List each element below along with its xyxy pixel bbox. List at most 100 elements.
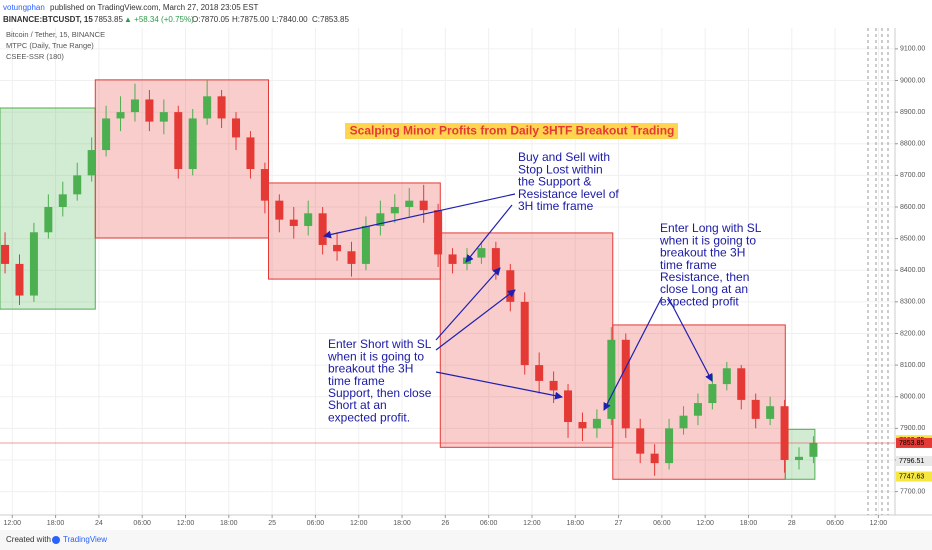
candle-body [506,270,515,302]
annotation-line: Enter Short with SL [328,337,432,351]
price-tag [896,456,932,467]
x-tick-label: 18:00 [220,520,238,527]
change: ▲ +58.34 (+0.75%) [124,15,194,24]
candle-body [304,213,313,226]
annotation-line: Enter Long with SL [660,221,762,235]
candles [1,80,818,476]
x-tick-label: 12:00 [177,520,195,527]
x-tick-label: 06:00 [653,520,671,527]
candle-body [260,169,269,201]
annotation-line: time frame [328,374,385,388]
legend-item: MTPC (Daily, True Range) [6,41,94,50]
x-tick-label: 12:00 [696,520,714,527]
y-tick-label: 8500.00 [900,235,925,242]
candle-body [246,137,255,170]
candle-body [333,244,342,252]
y-tick-label: 7700.00 [900,488,925,495]
axes: 7700.007800.007900.008000.008100.008200.… [0,46,932,527]
x-tick-label: 06:00 [480,520,498,527]
annotation-line: Resistance, then [660,270,749,284]
candle-body [621,339,630,429]
y-tick-label: 8400.00 [900,267,925,274]
candle-body [1,244,10,264]
annotation-line: breakout the 3H [328,362,413,376]
annotation-line: 3H time frame [518,199,594,213]
price-tag [896,437,932,448]
candle-body [564,390,573,423]
arrows [323,193,713,411]
candle-body [73,175,82,195]
y-tick-label: 8700.00 [900,172,925,179]
x-tick-label: 25 [268,520,276,527]
x-tick-label: 06:00 [826,520,844,527]
price-tag-label: 7796.51 [899,458,924,465]
symbol: BINANCE:BTCUSDT, 15 [3,15,93,24]
candle-body [737,368,746,400]
y-tick-label: 8100.00 [900,362,925,369]
y-tick-label: 9100.00 [900,46,925,53]
ohlc-open: O:7870.05 [192,15,230,24]
x-tick-label: 27 [615,520,623,527]
candle-body [419,200,428,211]
annotation-line: Stop Lost within [518,162,603,176]
candle-body [203,96,212,119]
candle-body [361,225,370,264]
x-tick-label: 18:00 [740,520,758,527]
x-tick-label: 06:00 [133,520,151,527]
candle-body [289,219,298,226]
x-tick-label: 12:00 [4,520,22,527]
candle-body [607,339,616,419]
candle-body [44,206,53,233]
candle-body [578,422,587,429]
x-tick-label: 24 [95,520,103,527]
annotation-line: when it is going to [327,349,424,363]
footer-brand: TradingView [63,535,107,544]
annotation-line: Short at an [328,398,387,412]
legend-item: Bitcoin / Tether, 15, BINANCE [6,30,105,39]
candle-body [376,213,385,226]
ohlc-close: C:7853.85 [312,15,349,24]
annotation-line: close Long at an [660,282,748,296]
zones [0,79,816,480]
annotation-line: when it is going to [659,233,756,247]
candle-body [275,200,284,220]
candle-body [650,453,659,464]
candle-body [809,442,818,457]
x-tick-label: 26 [441,520,449,527]
candle-body [722,368,731,385]
annotation-line: the Support & [518,175,591,189]
annotation-line: breakout the 3H [660,246,745,260]
author: votungphan [3,3,45,12]
candle-body [448,254,457,264]
y-tick-label: 9000.00 [900,77,925,84]
candle-body [159,112,168,122]
candle-body [665,428,674,464]
candle-body [679,415,688,429]
candle-body [174,112,183,170]
annotation-line: Resistance level of [518,187,619,201]
x-tick-label: 06:00 [307,520,325,527]
candle-body [751,399,760,419]
candle-body [15,263,24,296]
footer-created: Created with [6,535,51,544]
y-tick-label: 7900.00 [900,425,925,432]
y-tick-label: 8000.00 [900,394,925,401]
chart-title: Scalping Minor Profits from Daily 3HTF B… [350,124,675,138]
candle-body [347,251,356,264]
x-tick-label: 12:00 [350,520,368,527]
candle-body [116,112,125,119]
x-tick-label: 12:00 [870,520,888,527]
candle-body [232,118,241,138]
candle-body [780,406,789,460]
x-tick-label: 18:00 [566,520,584,527]
x-tick-label: 18:00 [47,520,65,527]
candle-body [217,96,226,119]
price-tag [896,471,932,482]
candle-body [58,194,67,207]
candle-body [592,418,601,429]
candle-body [795,456,804,460]
legend-item: CSEE-SSR (180) [6,52,64,61]
